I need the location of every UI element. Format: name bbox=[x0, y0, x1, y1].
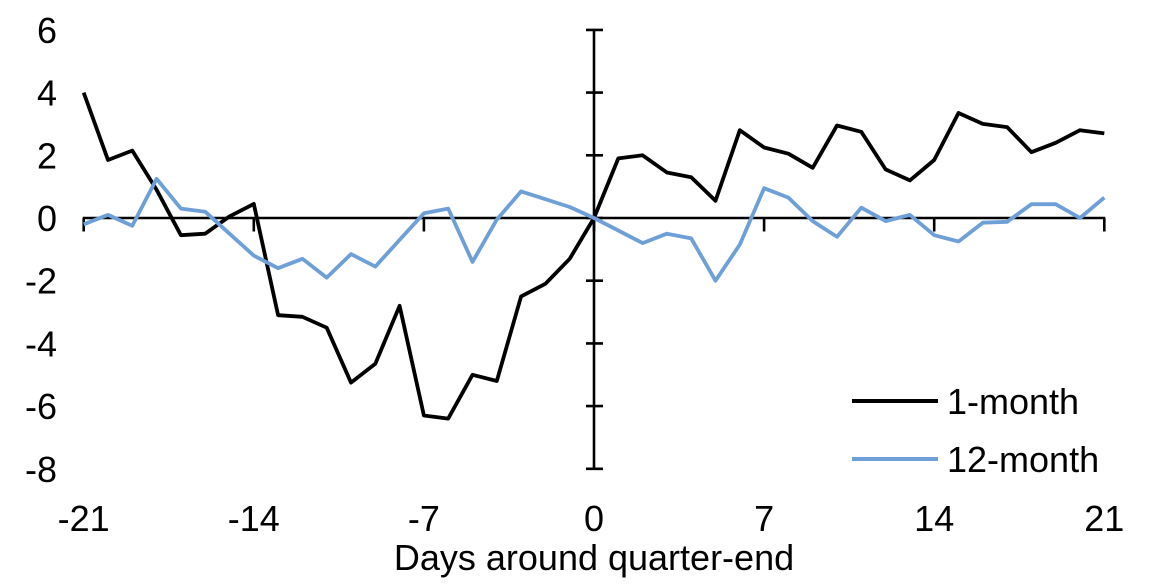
y-tick-label: 2 bbox=[37, 135, 57, 176]
y-tick-label: -4 bbox=[25, 323, 57, 364]
legend: 1-month 12-month bbox=[852, 381, 1099, 480]
y-tick-label: -8 bbox=[25, 449, 57, 490]
legend-label-12-month: 12-month bbox=[947, 439, 1099, 480]
y-tick-label: -6 bbox=[25, 386, 57, 427]
x-tick-label: -7 bbox=[408, 498, 440, 539]
legend-label-1-month: 1-month bbox=[947, 381, 1079, 422]
y-tick-label: 6 bbox=[37, 10, 57, 51]
x-tick-label: 7 bbox=[754, 498, 774, 539]
y-tick-label: 4 bbox=[37, 73, 57, 114]
x-tick-label: 0 bbox=[584, 498, 604, 539]
series-lines bbox=[81, 91, 1106, 421]
y-tick-label: 0 bbox=[37, 198, 57, 239]
y-axis-tick-labels: 6 4 2 0 -2 -4 -6 -8 bbox=[25, 10, 57, 490]
x-axis-title: Days around quarter-end bbox=[394, 537, 794, 578]
y-tick-label: -2 bbox=[25, 261, 57, 302]
x-tick-label: -21 bbox=[58, 498, 110, 539]
x-axis-tick-labels: -21 -14 -7 0 7 14 21 bbox=[58, 498, 1125, 539]
x-tick-label: 21 bbox=[1084, 498, 1124, 539]
series-line-12-month bbox=[83, 176, 1106, 283]
x-tick-label: -14 bbox=[228, 498, 280, 539]
x-tick-label: 14 bbox=[914, 498, 954, 539]
